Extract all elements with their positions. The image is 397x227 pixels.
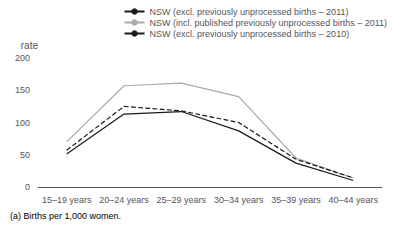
svg-text:20–24 years: 20–24 years xyxy=(99,195,149,205)
svg-text:rate: rate xyxy=(21,40,39,51)
svg-text:30–34 years: 30–34 years xyxy=(214,195,264,205)
svg-text:50: 50 xyxy=(20,150,30,160)
svg-text:25–29 years: 25–29 years xyxy=(157,195,207,205)
svg-text:NSW (incl. published previousl: NSW (incl. published previously unproces… xyxy=(150,18,387,28)
svg-text:200: 200 xyxy=(15,53,30,63)
svg-text:NSW (excl. previously unproces: NSW (excl. previously unprocessed births… xyxy=(150,7,349,17)
svg-text:(a) Births per 1,000 women.: (a) Births per 1,000 women. xyxy=(10,211,121,221)
svg-text:NSW (excl. previously unproces: NSW (excl. previously unprocessed births… xyxy=(150,29,350,39)
svg-text:35–39 years: 35–39 years xyxy=(271,195,321,205)
svg-text:150: 150 xyxy=(15,85,30,95)
svg-text:40–44 years: 40–44 years xyxy=(329,195,379,205)
svg-text:0: 0 xyxy=(25,182,30,192)
svg-text:15–19 years: 15–19 years xyxy=(42,195,92,205)
svg-text:100: 100 xyxy=(15,118,30,128)
